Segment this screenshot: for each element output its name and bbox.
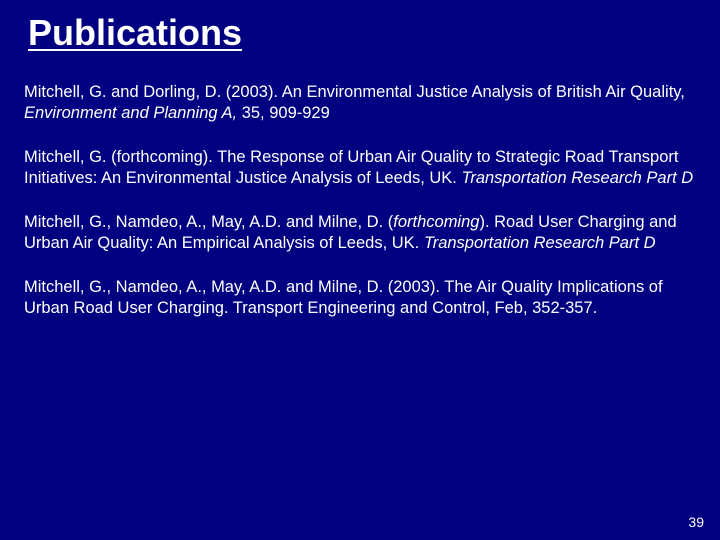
slide: Publications Mitchell, G. and Dorling, D… xyxy=(0,0,720,540)
publication-entry: Mitchell, G. and Dorling, D. (2003). An … xyxy=(24,82,696,125)
pub-italic: forthcoming xyxy=(393,213,479,231)
pub-text: 35, 909-929 xyxy=(237,104,330,122)
pub-italic: Transportation Research Part D xyxy=(424,234,656,252)
pub-text: Mitchell, G., Namdeo, A., May, A.D. and … xyxy=(24,213,393,231)
pub-text: Mitchell, G. and Dorling, D. (2003). An … xyxy=(24,83,685,101)
page-title: Publications xyxy=(24,12,696,54)
pub-italic: Transportation Research Part D xyxy=(461,169,693,187)
publication-entry: Mitchell, G., Namdeo, A., May, A.D. and … xyxy=(24,212,696,255)
pub-text: Mitchell, G., Namdeo, A., May, A.D. and … xyxy=(24,278,663,317)
pub-italic: Environment and Planning A, xyxy=(24,104,237,122)
publication-entry: Mitchell, G. (forthcoming). The Response… xyxy=(24,147,696,190)
page-number: 39 xyxy=(688,514,704,530)
publication-entry: Mitchell, G., Namdeo, A., May, A.D. and … xyxy=(24,277,696,320)
